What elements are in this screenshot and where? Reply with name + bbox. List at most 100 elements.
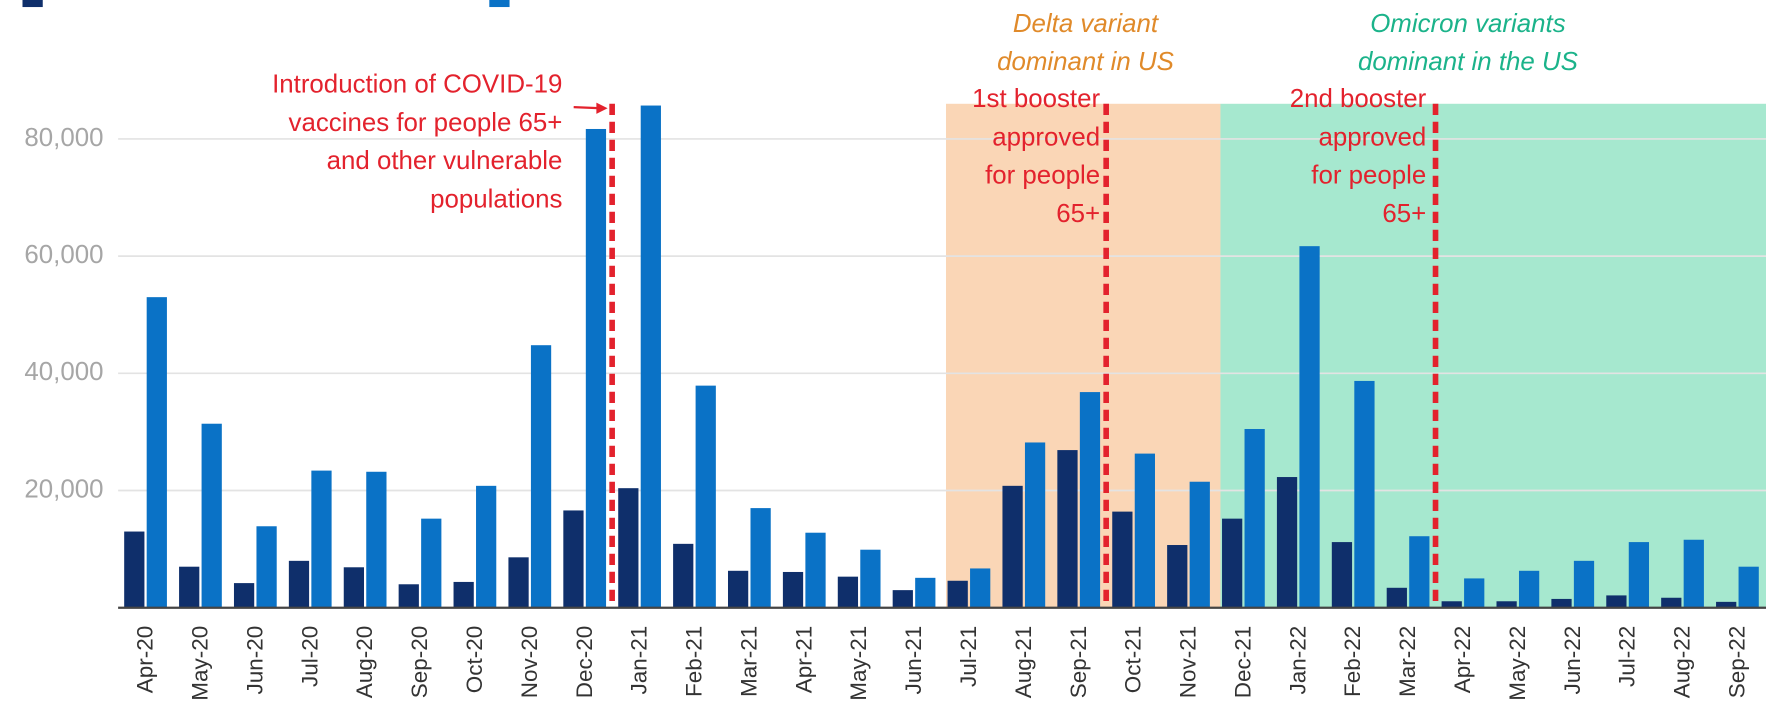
bar <box>1606 595 1627 608</box>
event-label: for people <box>985 162 1100 190</box>
x-tick-label: Apr-22 <box>1450 626 1475 693</box>
bar <box>837 576 859 608</box>
legend-swatch <box>489 0 510 8</box>
bar <box>640 105 661 608</box>
event-label: approved <box>1318 123 1426 151</box>
bar <box>782 571 804 608</box>
bar <box>1167 545 1188 608</box>
x-tick-label: Aug-20 <box>352 626 377 699</box>
bar <box>201 423 222 608</box>
bar <box>1518 570 1540 608</box>
event-label: for people <box>1311 162 1426 190</box>
bar <box>563 510 584 608</box>
legend-swatch <box>22 0 43 8</box>
bar <box>366 471 387 608</box>
region-label: dominant in US <box>997 48 1174 76</box>
bar <box>124 531 145 608</box>
x-tick-label: May-21 <box>846 626 871 701</box>
y-tick-label: 40,000 <box>24 358 103 386</box>
bar <box>1496 601 1517 608</box>
bar <box>860 549 881 608</box>
bar <box>398 584 419 608</box>
x-tick-label: Oct-20 <box>462 626 487 693</box>
y-tick-label: 60,000 <box>24 241 103 269</box>
event-label: and other vulnerable <box>327 147 563 175</box>
event-label: 65+ <box>1056 200 1100 228</box>
bar <box>1573 560 1595 608</box>
event-label: Introduction of COVID-19 <box>272 71 562 99</box>
x-tick-label: Jun-21 <box>901 626 926 695</box>
x-tick-label: Jun-20 <box>242 626 267 695</box>
bar <box>233 583 255 608</box>
event-label: approved <box>992 123 1100 151</box>
bar <box>585 128 607 608</box>
x-tick-label: Jan-22 <box>1285 626 1310 695</box>
bar <box>421 518 442 608</box>
y-tick-label: 80,000 <box>24 124 103 152</box>
region-label: dominant in the US <box>1358 48 1578 76</box>
bar <box>343 567 364 608</box>
bar <box>1057 450 1078 608</box>
bar <box>673 543 694 608</box>
bar <box>1079 392 1101 608</box>
x-tick-label: Aug-22 <box>1670 626 1695 699</box>
bar <box>970 568 991 608</box>
x-tick-label: Feb-22 <box>1340 626 1365 697</box>
bar <box>618 488 639 608</box>
x-tick-label: Nov-21 <box>1176 626 1201 698</box>
x-tick-label: Apr-20 <box>133 626 158 693</box>
bar <box>256 526 277 608</box>
x-tick-label: Nov-20 <box>517 626 542 698</box>
x-tick-label: Jul-22 <box>1615 626 1640 687</box>
x-tick-label: Dec-20 <box>572 626 597 698</box>
bar <box>1354 380 1375 608</box>
bar <box>1386 587 1407 608</box>
bar <box>915 577 936 608</box>
bar <box>1222 518 1243 608</box>
arrow-head <box>596 102 608 114</box>
x-tick-label: Sep-20 <box>407 626 432 699</box>
bar <box>1716 601 1737 608</box>
bar <box>453 581 474 608</box>
bar <box>1628 542 1650 608</box>
event-label: 1st booster <box>972 85 1100 113</box>
event-label: populations <box>430 185 562 213</box>
region-label: Delta variant <box>1013 10 1160 38</box>
event-label: 2nd booster <box>1290 85 1427 113</box>
bar <box>311 470 332 608</box>
x-tick-label: Mar-21 <box>736 626 761 697</box>
bar <box>179 566 200 608</box>
bar <box>1738 566 1759 608</box>
x-tick-label: Jan-21 <box>627 626 652 695</box>
event-label: 65+ <box>1382 200 1426 228</box>
bar <box>476 485 497 608</box>
bar <box>530 345 552 608</box>
event-label: vaccines for people 65+ <box>289 109 563 137</box>
bar <box>805 532 826 608</box>
x-tick-label: Sep-22 <box>1724 626 1749 699</box>
bar <box>1683 539 1704 608</box>
x-tick-label: Jun-22 <box>1560 626 1585 695</box>
bar <box>1112 511 1133 608</box>
bar <box>1409 536 1430 608</box>
bar <box>892 590 913 608</box>
x-tick-label: Jul-20 <box>297 626 322 687</box>
y-tick-label: 20,000 <box>24 475 103 503</box>
x-tick-label: Mar-22 <box>1395 626 1420 697</box>
bar <box>727 570 749 608</box>
x-tick-label: May-22 <box>1505 626 1530 701</box>
bar <box>695 385 716 608</box>
x-tick-label: Oct-21 <box>1121 626 1146 693</box>
bar <box>947 580 968 608</box>
bar <box>508 557 529 608</box>
bar <box>1464 578 1485 608</box>
bar <box>1244 428 1265 608</box>
bar <box>1299 246 1320 608</box>
bar <box>1024 442 1046 608</box>
x-tick-label: Aug-21 <box>1011 626 1036 699</box>
x-tick-label: Feb-21 <box>682 626 707 697</box>
bar <box>1134 453 1155 608</box>
x-tick-label: Apr-21 <box>791 626 816 693</box>
arrow <box>573 106 601 110</box>
